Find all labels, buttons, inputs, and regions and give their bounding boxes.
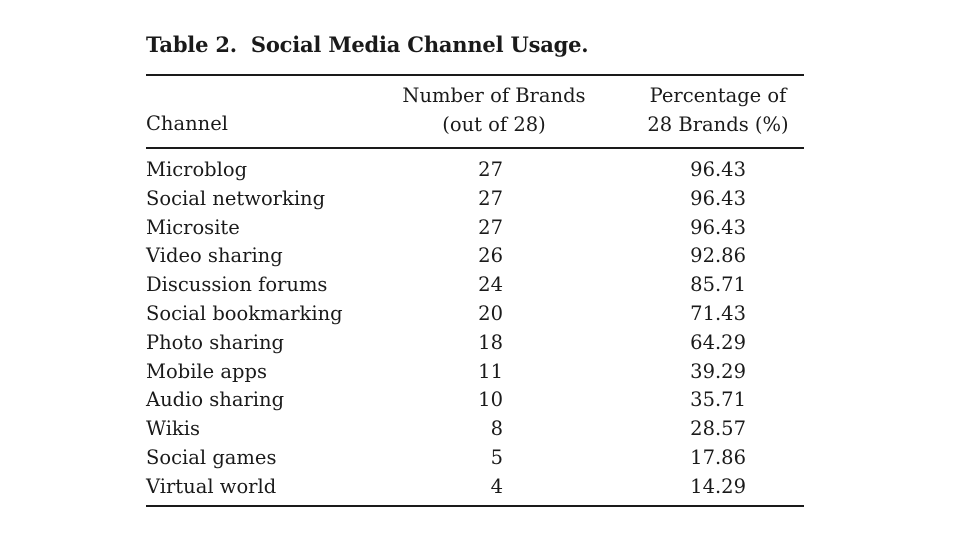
cell-percentage: 17.86 bbox=[690, 445, 746, 469]
table-row: Social games 5 17.86 bbox=[146, 444, 804, 473]
cell-count: 20 bbox=[478, 301, 503, 325]
table-title: Table 2. Social Media Channel Usage. bbox=[146, 32, 589, 57]
cell-channel: Social networking bbox=[146, 186, 326, 210]
table-row: Microsite 27 96.43 bbox=[146, 214, 804, 243]
header-pct-line1: Percentage of bbox=[649, 84, 787, 107]
cell-channel: Social games bbox=[146, 445, 277, 469]
cell-percentage: 96.43 bbox=[690, 215, 746, 239]
table-row: Microblog 27 96.43 bbox=[146, 156, 804, 185]
cell-channel: Discussion forums bbox=[146, 273, 328, 297]
cell-count: 10 bbox=[478, 388, 503, 412]
cell-percentage: 85.71 bbox=[690, 273, 746, 297]
cell-count: 18 bbox=[478, 330, 503, 354]
header-percentage: Percentage of 28 Brands (%) bbox=[618, 81, 818, 139]
cell-percentage: 92.86 bbox=[690, 244, 746, 268]
cell-channel: Audio sharing bbox=[146, 388, 285, 412]
cell-count: 5 bbox=[490, 445, 503, 469]
header-rule bbox=[146, 147, 804, 149]
cell-channel: Mobile apps bbox=[146, 359, 267, 383]
cell-percentage: 96.43 bbox=[690, 158, 746, 181]
cell-count: 8 bbox=[490, 417, 503, 441]
cell-count: 4 bbox=[490, 474, 503, 498]
header-count-line1: Number of Brands bbox=[402, 84, 586, 107]
table-row: Discussion forums 24 85.71 bbox=[146, 271, 804, 300]
bottom-rule bbox=[146, 505, 804, 507]
cell-percentage: 39.29 bbox=[690, 359, 746, 383]
table-row: Social bookmarking 20 71.43 bbox=[146, 300, 804, 329]
header-pct-line2: 28 Brands (%) bbox=[647, 113, 789, 136]
cell-count: 27 bbox=[478, 186, 503, 210]
table-caption: Social Media Channel Usage. bbox=[250, 32, 589, 57]
table-row: Video sharing 26 92.86 bbox=[146, 242, 804, 271]
cell-channel: Wikis bbox=[146, 417, 200, 441]
table-row: Wikis 8 28.57 bbox=[146, 415, 804, 444]
cell-channel: Photo sharing bbox=[146, 330, 284, 354]
cell-channel: Microsite bbox=[146, 215, 240, 239]
cell-count: 27 bbox=[478, 215, 503, 239]
cell-percentage: 14.29 bbox=[690, 474, 746, 498]
table-row: Virtual world 4 14.29 bbox=[146, 473, 804, 502]
cell-count: 24 bbox=[478, 273, 503, 297]
cell-percentage: 35.71 bbox=[690, 388, 746, 412]
table-row: Mobile apps 11 39.29 bbox=[146, 358, 804, 387]
cell-channel: Video sharing bbox=[146, 244, 283, 268]
cell-percentage: 71.43 bbox=[690, 301, 746, 325]
table-row: Social networking 27 96.43 bbox=[146, 185, 804, 214]
cell-channel: Microblog bbox=[146, 158, 248, 181]
cell-percentage: 28.57 bbox=[690, 417, 746, 441]
table-label: Table 2. bbox=[146, 32, 237, 57]
cell-count: 26 bbox=[478, 244, 503, 268]
cell-percentage: 64.29 bbox=[690, 330, 746, 354]
cell-count: 11 bbox=[478, 359, 503, 383]
cell-percentage: 96.43 bbox=[690, 186, 746, 210]
header-number-of-brands: Number of Brands (out of 28) bbox=[386, 81, 602, 139]
cell-channel: Virtual world bbox=[146, 474, 277, 498]
cell-channel: Social bookmarking bbox=[146, 301, 343, 325]
top-rule bbox=[146, 74, 804, 76]
header-count-line2: (out of 28) bbox=[442, 113, 546, 136]
table-body: Microblog 27 96.43 Social networking 27 … bbox=[146, 156, 804, 502]
cell-count: 27 bbox=[478, 158, 503, 181]
table-row: Photo sharing 18 64.29 bbox=[146, 329, 804, 358]
header-channel: Channel bbox=[146, 112, 228, 135]
table-row: Audio sharing 10 35.71 bbox=[146, 386, 804, 415]
